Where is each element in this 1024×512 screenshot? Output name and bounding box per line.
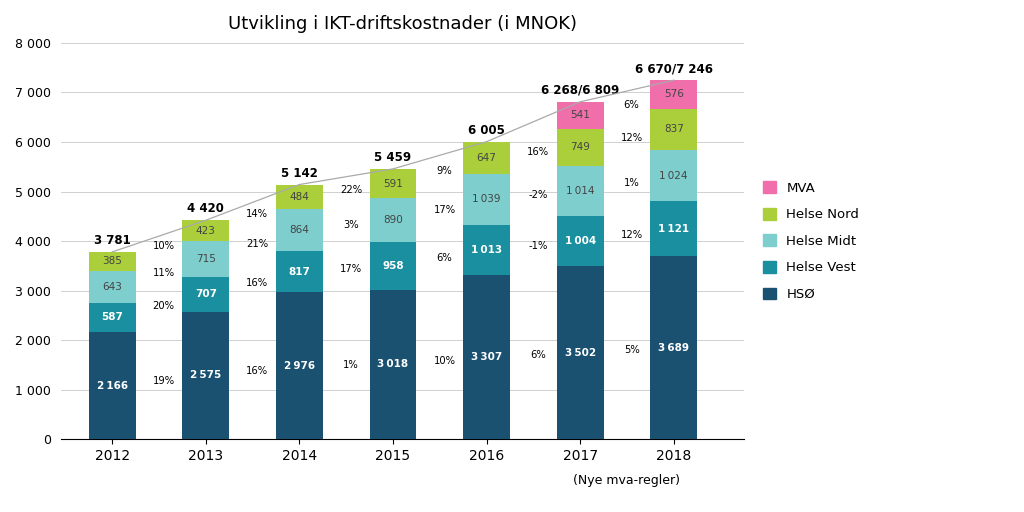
Text: 16%: 16%: [527, 147, 549, 158]
Text: 11%: 11%: [153, 268, 175, 278]
Bar: [370, 290, 417, 439]
Text: 958: 958: [382, 261, 403, 271]
Bar: [463, 174, 510, 225]
Text: 3 502: 3 502: [564, 348, 596, 357]
Text: 890: 890: [383, 215, 402, 225]
Text: 837: 837: [664, 124, 684, 135]
Text: 1 014: 1 014: [566, 186, 594, 196]
Bar: [650, 150, 697, 201]
Text: 14%: 14%: [246, 208, 268, 219]
Text: 484: 484: [290, 191, 309, 202]
Bar: [182, 276, 229, 312]
Legend: MVA, Helse Nord, Helse Midt, Helse Vest, HSØ: MVA, Helse Nord, Helse Midt, Helse Vest,…: [758, 176, 864, 306]
Text: 6 005: 6 005: [468, 124, 505, 137]
Bar: [557, 102, 603, 129]
Text: 715: 715: [196, 254, 216, 264]
Text: 3 781: 3 781: [94, 234, 131, 247]
Text: 17%: 17%: [340, 264, 361, 274]
Text: 5%: 5%: [624, 345, 640, 355]
Text: 3 018: 3 018: [378, 359, 409, 370]
Bar: [89, 303, 135, 332]
Text: 385: 385: [102, 257, 122, 266]
Text: 576: 576: [664, 90, 684, 99]
Bar: [276, 251, 323, 292]
Text: 1 039: 1 039: [472, 195, 501, 204]
Text: 1 024: 1 024: [659, 170, 688, 181]
Bar: [89, 332, 135, 439]
Text: 647: 647: [476, 153, 497, 163]
Bar: [370, 169, 417, 198]
Text: 20%: 20%: [153, 301, 175, 311]
Bar: [182, 241, 229, 276]
Text: 12%: 12%: [621, 230, 643, 240]
Text: 9%: 9%: [436, 165, 453, 176]
Bar: [650, 201, 697, 257]
Text: 19%: 19%: [153, 375, 175, 386]
Text: 16%: 16%: [246, 278, 268, 288]
Text: 749: 749: [570, 142, 590, 152]
Bar: [557, 266, 603, 439]
Text: 12%: 12%: [621, 133, 643, 143]
Bar: [463, 225, 510, 275]
Text: -1%: -1%: [528, 241, 548, 250]
Text: 5 142: 5 142: [281, 166, 317, 180]
Bar: [182, 220, 229, 241]
Bar: [650, 257, 697, 439]
Text: 1 013: 1 013: [471, 245, 502, 255]
Title: Utvikling i IKT-driftskostnader (i MNOK): Utvikling i IKT-driftskostnader (i MNOK): [227, 15, 577, 33]
Text: 16%: 16%: [246, 366, 268, 375]
Bar: [463, 142, 510, 174]
Text: 6 268/6 809: 6 268/6 809: [541, 84, 620, 97]
Text: 707: 707: [195, 289, 217, 299]
Text: 4 420: 4 420: [187, 202, 224, 216]
Text: 6 670/7 246: 6 670/7 246: [635, 62, 713, 75]
Text: 1 121: 1 121: [658, 224, 689, 233]
Text: 2 976: 2 976: [284, 360, 315, 371]
Bar: [89, 252, 135, 271]
Bar: [370, 198, 417, 242]
Text: 591: 591: [383, 179, 402, 188]
Text: 541: 541: [570, 110, 590, 120]
Text: 423: 423: [196, 226, 216, 236]
Text: 2 166: 2 166: [96, 380, 128, 391]
Text: 1%: 1%: [624, 178, 640, 188]
Text: 587: 587: [101, 312, 123, 323]
Text: 17%: 17%: [433, 205, 456, 215]
Text: 6%: 6%: [436, 253, 453, 263]
Bar: [89, 271, 135, 303]
Bar: [650, 80, 697, 109]
Text: 10%: 10%: [153, 241, 175, 251]
Bar: [557, 166, 603, 216]
Text: 5 459: 5 459: [375, 151, 412, 164]
Bar: [557, 216, 603, 266]
Text: 3%: 3%: [343, 220, 358, 230]
Text: 6%: 6%: [530, 350, 546, 360]
Bar: [463, 275, 510, 439]
Text: 643: 643: [102, 282, 122, 292]
Bar: [370, 242, 417, 290]
Text: 3 689: 3 689: [658, 343, 689, 353]
Text: 3 307: 3 307: [471, 352, 502, 362]
Text: 1%: 1%: [343, 360, 358, 370]
Text: 6%: 6%: [624, 100, 640, 110]
Text: 1 004: 1 004: [564, 236, 596, 246]
Text: (Nye mva-regler): (Nye mva-regler): [573, 474, 680, 487]
Text: 22%: 22%: [340, 185, 361, 195]
Text: 21%: 21%: [246, 240, 268, 249]
Bar: [276, 208, 323, 251]
Bar: [276, 184, 323, 208]
Bar: [557, 129, 603, 166]
Text: 2 575: 2 575: [190, 371, 221, 380]
Bar: [182, 312, 229, 439]
Text: 864: 864: [290, 225, 309, 235]
Text: 10%: 10%: [433, 356, 456, 366]
Bar: [650, 109, 697, 150]
Bar: [276, 292, 323, 439]
Text: 817: 817: [289, 267, 310, 276]
Text: -2%: -2%: [528, 190, 548, 200]
